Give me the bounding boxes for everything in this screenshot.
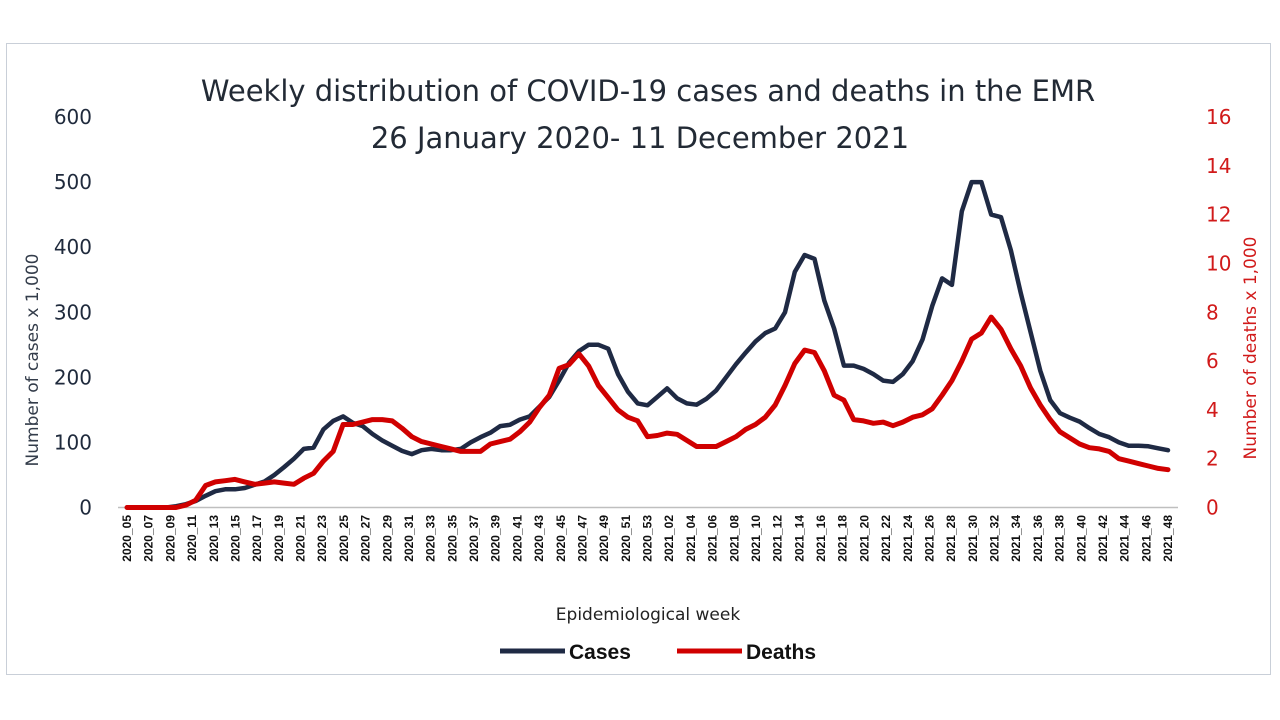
x-tick-label: 2021_40 xyxy=(1074,515,1088,562)
x-tick-label: 2021_42 xyxy=(1096,515,1110,562)
left-axis-title: Number of cases x 1,000 xyxy=(23,254,43,467)
x-tick-label: 2020_45 xyxy=(554,515,568,562)
left-tick-label: 400 xyxy=(54,235,92,259)
x-axis-title: Epidemiological week xyxy=(556,605,741,625)
legend-label-deaths: Deaths xyxy=(746,641,816,664)
x-tick-label: 2021_18 xyxy=(836,515,850,562)
x-tick-label: 2021_38 xyxy=(1053,515,1067,562)
right-tick-label: 12 xyxy=(1206,203,1231,227)
x-tick-label: 2021_04 xyxy=(684,515,698,562)
x-tick-label: 2020_21 xyxy=(294,515,308,562)
x-tick-label: 2020_09 xyxy=(163,515,177,562)
left-tick-label: 100 xyxy=(54,430,92,454)
deaths-series-line xyxy=(124,314,1171,510)
left-tick-label: 500 xyxy=(54,170,92,194)
x-tick-label: 2021_48 xyxy=(1161,515,1175,562)
x-tick-label: 2021_46 xyxy=(1139,515,1153,562)
x-tick-label: 2020_11 xyxy=(185,515,199,561)
x-tick-label: 2021_26 xyxy=(922,515,936,562)
x-axis-ticks: 2020_05 2020_07 2020_09 2020_11 2020_13 2020_… xyxy=(120,515,1175,562)
x-tick-label: 2020_31 xyxy=(402,515,416,562)
x-tick-label: 2021_36 xyxy=(1031,515,1045,562)
x-tick-label: 2020_13 xyxy=(207,515,221,562)
x-tick-label: 2020_17 xyxy=(250,515,264,562)
right-tick-label: 10 xyxy=(1206,251,1231,275)
left-axis-ticks: 0 100 200 300 400 500 600 xyxy=(54,105,92,520)
right-tick-label: 2 xyxy=(1206,447,1219,471)
left-tick-label: 300 xyxy=(54,300,92,324)
right-tick-label: 6 xyxy=(1206,349,1219,373)
right-tick-label: 0 xyxy=(1206,496,1219,520)
right-tick-label: 8 xyxy=(1206,300,1219,324)
x-tick-label: 2021_06 xyxy=(706,515,720,562)
x-tick-label: 2020_15 xyxy=(228,515,242,562)
x-tick-label: 2021_16 xyxy=(814,515,828,562)
x-tick-label: 2020_53 xyxy=(641,515,655,562)
x-tick-label: 2021_34 xyxy=(1009,515,1023,562)
x-tick-label: 2020_41 xyxy=(510,515,524,562)
x-tick-label: 2020_43 xyxy=(532,515,546,562)
chart-frame xyxy=(6,43,1271,675)
x-tick-label: 2020_39 xyxy=(489,515,503,562)
x-tick-label: 2020_29 xyxy=(380,515,394,562)
chart-title: Weekly distribution of COVID-19 cases an… xyxy=(201,74,1095,108)
x-tick-label: 2021_30 xyxy=(966,515,980,562)
x-tick-label: 2021_02 xyxy=(662,515,676,562)
x-tick-label: 2021_24 xyxy=(901,515,915,562)
x-tick-label: 2020_37 xyxy=(467,515,481,562)
right-tick-label: 16 xyxy=(1206,105,1231,129)
chart-subtitle: 26 January 2020- 11 December 2021 xyxy=(371,121,909,155)
x-tick-label: 2021_20 xyxy=(857,515,871,562)
legend-label-cases: Cases xyxy=(569,641,631,664)
cases-series-line xyxy=(124,179,1171,510)
x-tick-label: 2021_12 xyxy=(771,515,785,562)
x-tick-label: 2020_07 xyxy=(142,515,156,562)
x-tick-label: 2020_23 xyxy=(315,515,329,562)
x-tick-label: 2020_27 xyxy=(359,515,373,562)
x-tick-label: 2020_35 xyxy=(445,515,459,562)
x-tick-label: 2020_49 xyxy=(597,515,611,562)
x-tick-label: 2021_22 xyxy=(879,515,893,562)
x-tick-label: 2020_47 xyxy=(575,515,589,562)
right-axis-title: Number of deaths x 1,000 xyxy=(1241,237,1261,460)
left-tick-label: 0 xyxy=(79,496,92,520)
left-tick-label: 600 xyxy=(54,105,92,129)
x-tick-label: 2020_51 xyxy=(619,515,633,562)
x-tick-label: 2020_19 xyxy=(272,515,286,562)
right-tick-label: 4 xyxy=(1206,398,1219,422)
right-axis-ticks: 0 2 4 6 8 10 12 14 16 xyxy=(1206,105,1231,520)
legend: Cases Deaths xyxy=(500,641,816,664)
x-tick-label: 2021_32 xyxy=(988,515,1002,562)
x-tick-label: 2021_14 xyxy=(792,515,806,562)
x-tick-label: 2020_33 xyxy=(424,515,438,562)
x-tick-label: 2021_10 xyxy=(749,515,763,562)
x-tick-label: 2021_28 xyxy=(944,515,958,562)
x-tick-label: 2021_44 xyxy=(1118,515,1132,562)
x-tick-label: 2020_25 xyxy=(337,515,351,562)
right-tick-label: 14 xyxy=(1206,154,1231,178)
x-tick-label: 2021_08 xyxy=(727,515,741,562)
series-lines xyxy=(124,179,1171,510)
x-tick-label: 2020_05 xyxy=(120,515,134,562)
left-tick-label: 200 xyxy=(54,365,92,389)
